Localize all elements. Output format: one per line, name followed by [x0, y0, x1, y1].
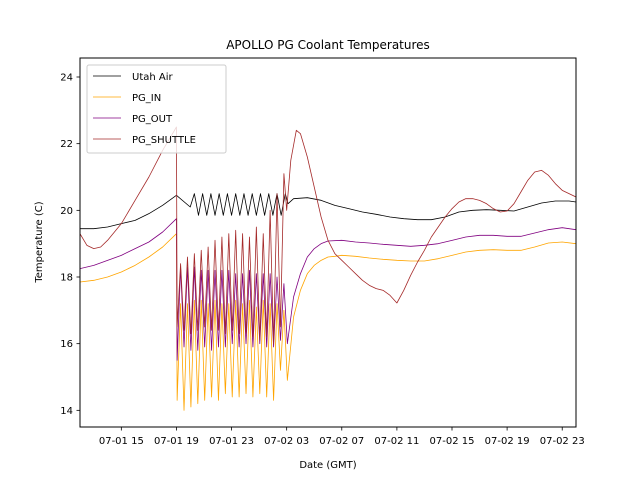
- series-line-pg-in: [80, 233, 576, 411]
- legend-label-pg-out: PG_OUT: [132, 114, 173, 125]
- x-tick-label: 07-01 23: [209, 436, 254, 447]
- legend-box: [86, 64, 227, 154]
- x-axis-ticks: 07-01 15 07-01 19 07-01 23 07-02 03 07-02 07…: [99, 427, 585, 447]
- legend: Utah Air PG_IN PG_OUT PG_SHUTTLE: [86, 64, 227, 154]
- axes-frame: [79, 57, 577, 428]
- y-tick-label: 16: [60, 339, 73, 350]
- series-line-pg-out: [80, 218, 576, 361]
- y-axis-label: Temperature (C): [34, 201, 45, 283]
- y-axis-ticks: 14 16 18 20 22 24: [60, 73, 80, 417]
- x-tick-label: 07-02 15: [430, 436, 475, 447]
- y-tick-label: 20: [60, 206, 73, 217]
- chart-title: APOLLO PG Coolant Temperatures: [226, 38, 430, 52]
- y-tick-label: 22: [60, 139, 73, 150]
- x-tick-label: 07-01 15: [99, 436, 144, 447]
- legend-label-utah-air: Utah Air: [132, 72, 174, 83]
- x-axis-label: Date (GMT): [299, 460, 356, 471]
- legend-label-pg-in: PG_IN: [132, 93, 161, 104]
- y-tick-label: 18: [60, 273, 73, 284]
- x-tick-label: 07-02 03: [264, 436, 309, 447]
- x-tick-label: 07-02 23: [540, 436, 585, 447]
- x-tick-label: 07-02 11: [374, 436, 419, 447]
- x-tick-label: 07-02 19: [485, 436, 530, 447]
- y-tick-label: 14: [60, 406, 73, 417]
- series-line-utah-air: [80, 193, 576, 230]
- x-tick-label: 07-01 19: [154, 436, 199, 447]
- series-layer: [80, 126, 576, 411]
- series-line-pg-shuttle: [80, 126, 576, 345]
- plot-area: [80, 126, 576, 411]
- y-tick-label: 24: [60, 73, 73, 84]
- legend-label-pg-shuttle: PG_SHUTTLE: [132, 135, 196, 146]
- x-tick-label: 07-02 07: [319, 436, 364, 447]
